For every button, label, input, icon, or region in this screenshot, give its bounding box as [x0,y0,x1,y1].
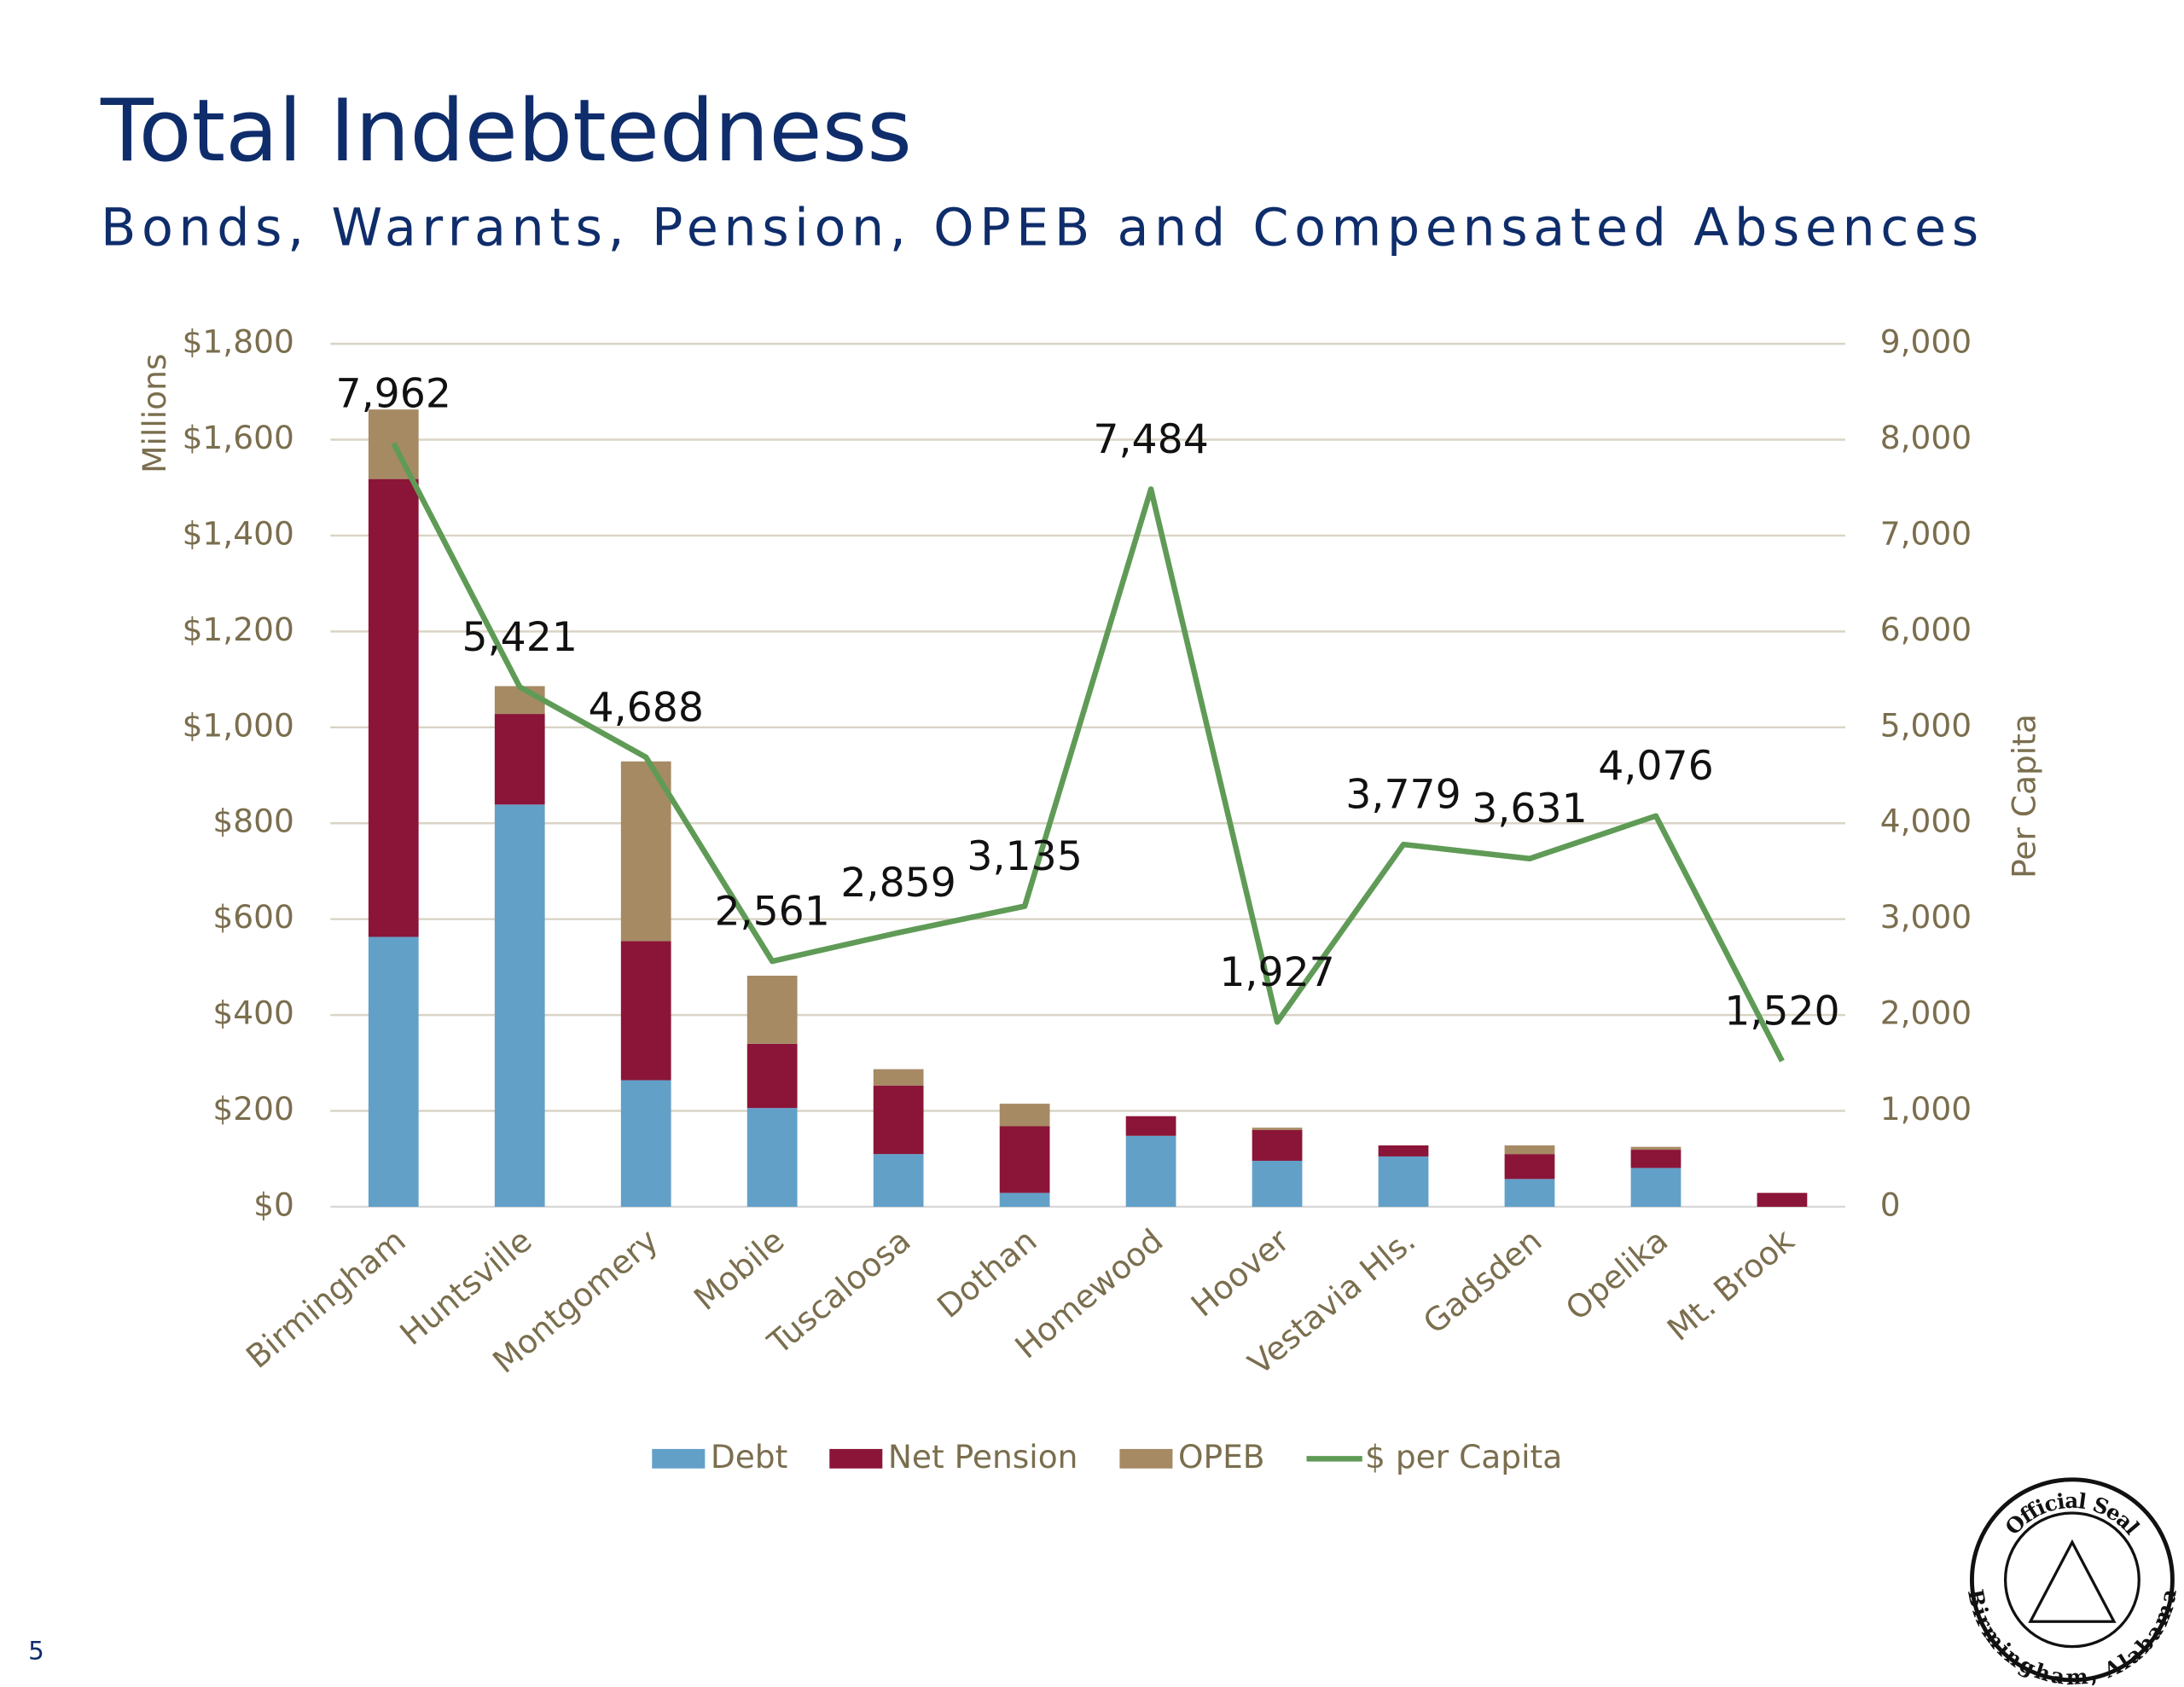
legend-label: Debt [711,1438,788,1475]
y-tick-label: $400 [212,994,293,1032]
data-label: 1,520 [1724,988,1839,1035]
line [391,442,1785,1063]
bar-segment [494,804,545,1207]
y-tick-label: $1,600 [183,419,294,456]
y2-tick-label: 1,000 [1880,1090,1972,1128]
subtitle: Bonds, Warrants, Pension, OPEB and Compe… [101,199,1984,258]
bar-segment [1630,1150,1682,1168]
bar-segment [1630,1168,1682,1207]
seal-figure [2028,1539,2117,1623]
bar-segment [494,686,545,715]
data-label: 7,484 [1093,416,1208,463]
bar-segment [494,714,545,805]
y-tick-label: $1,000 [183,706,294,744]
legend-label: Net Pension [888,1438,1078,1475]
bar-segment [368,936,419,1207]
data-label: 2,859 [840,860,956,907]
y-tick-label: $1,400 [183,514,294,552]
bar-segment [873,1154,924,1207]
data-label: 3,631 [1472,786,1587,832]
bar-segment [620,1080,671,1207]
data-label: 7,962 [336,370,451,417]
y-tick-label: $1,200 [183,611,294,648]
data-label: 2,561 [714,889,829,936]
y2-tick-label: 8,000 [1880,419,1972,456]
data-label: 5,421 [462,614,578,661]
data-label: 1,927 [1219,949,1334,996]
y-tick-label: $600 [212,898,293,936]
data-label: 3,135 [967,833,1082,880]
y2-tick-label: 0 [1880,1186,1901,1223]
x-tick-label: Gadsden [1416,1221,1549,1341]
x-tick-label: Dothan [930,1221,1043,1325]
y2-tick-label: 2,000 [1880,994,1972,1032]
bar-segment [1378,1145,1429,1157]
x-tick-label: Mobile [687,1221,792,1318]
bar-segment [620,761,671,942]
bar-segment [999,1126,1050,1193]
y2-tick-label: 7,000 [1880,514,1972,552]
bar-segment [1757,1192,1808,1207]
y2-tick-label: 6,000 [1880,611,1972,648]
title: Total Indebtedness [100,80,912,181]
bar-segment [1630,1146,1682,1151]
legend-swatch [829,1448,883,1469]
x-tick-label: Birmingham [239,1221,413,1376]
bar-segment [368,478,419,937]
legend-label: $ per Capita [1365,1438,1562,1475]
bar-segment [746,1043,798,1109]
bar-segment [1252,1160,1303,1207]
bar-segment [1504,1145,1555,1155]
legend-swatch [1119,1448,1173,1469]
data-label: 4,076 [1598,743,1713,790]
seal-inner [2003,1511,2140,1649]
bar-segment [999,1192,1050,1207]
x-tick-label: Opelika [1559,1221,1676,1328]
data-label: 3,779 [1345,772,1461,819]
bar-segment [1252,1130,1303,1161]
bar-segment [1125,1135,1176,1207]
seal-ring [1969,1477,2175,1683]
data-label: 4,688 [588,684,703,731]
y-axis-label: Millions [136,354,173,473]
seal: Official Seal Birmingham, Alabama [1962,1477,2181,1687]
y2-tick-label: 9,000 [1880,323,1972,361]
bar-segment [873,1069,924,1086]
y2-axis-label: Per Capita [2006,714,2043,878]
page-number: 5 [28,1637,44,1666]
y-tick-label: $800 [212,803,293,840]
legend-label: OPEB [1178,1438,1265,1475]
y-tick-label: $200 [212,1090,293,1128]
bar-segment [873,1085,924,1155]
y2-tick-label: 3,000 [1880,898,1972,936]
x-tick-label: Hoover [1184,1221,1297,1325]
y2-tick-label: 5,000 [1880,706,1972,744]
bar-segment [1125,1116,1176,1136]
bar-segment [1378,1156,1429,1207]
bar-segment [1252,1128,1303,1131]
legend-swatch [652,1448,706,1469]
bar-segment [746,1108,798,1207]
y2-tick-label: 4,000 [1880,803,1972,840]
bar-segment [620,941,671,1081]
bar-segment [1504,1179,1555,1207]
bar-segment [746,976,798,1044]
bar-segment [999,1104,1050,1127]
bar-segment [1504,1154,1555,1180]
y-tick-label: $0 [253,1186,294,1223]
x-tick-label: Mt. Brook [1660,1221,1802,1348]
y-tick-label: $1,800 [183,323,294,361]
